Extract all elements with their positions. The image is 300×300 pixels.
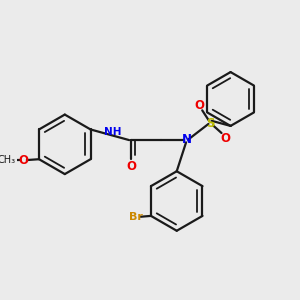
Text: O: O bbox=[221, 132, 231, 145]
Text: S: S bbox=[206, 117, 215, 130]
Text: O: O bbox=[18, 154, 28, 166]
Text: Br: Br bbox=[129, 212, 143, 222]
Text: CH₃: CH₃ bbox=[0, 155, 16, 165]
Text: O: O bbox=[194, 99, 204, 112]
Text: N: N bbox=[182, 133, 192, 146]
Text: O: O bbox=[126, 160, 136, 173]
Text: NH: NH bbox=[103, 127, 121, 137]
